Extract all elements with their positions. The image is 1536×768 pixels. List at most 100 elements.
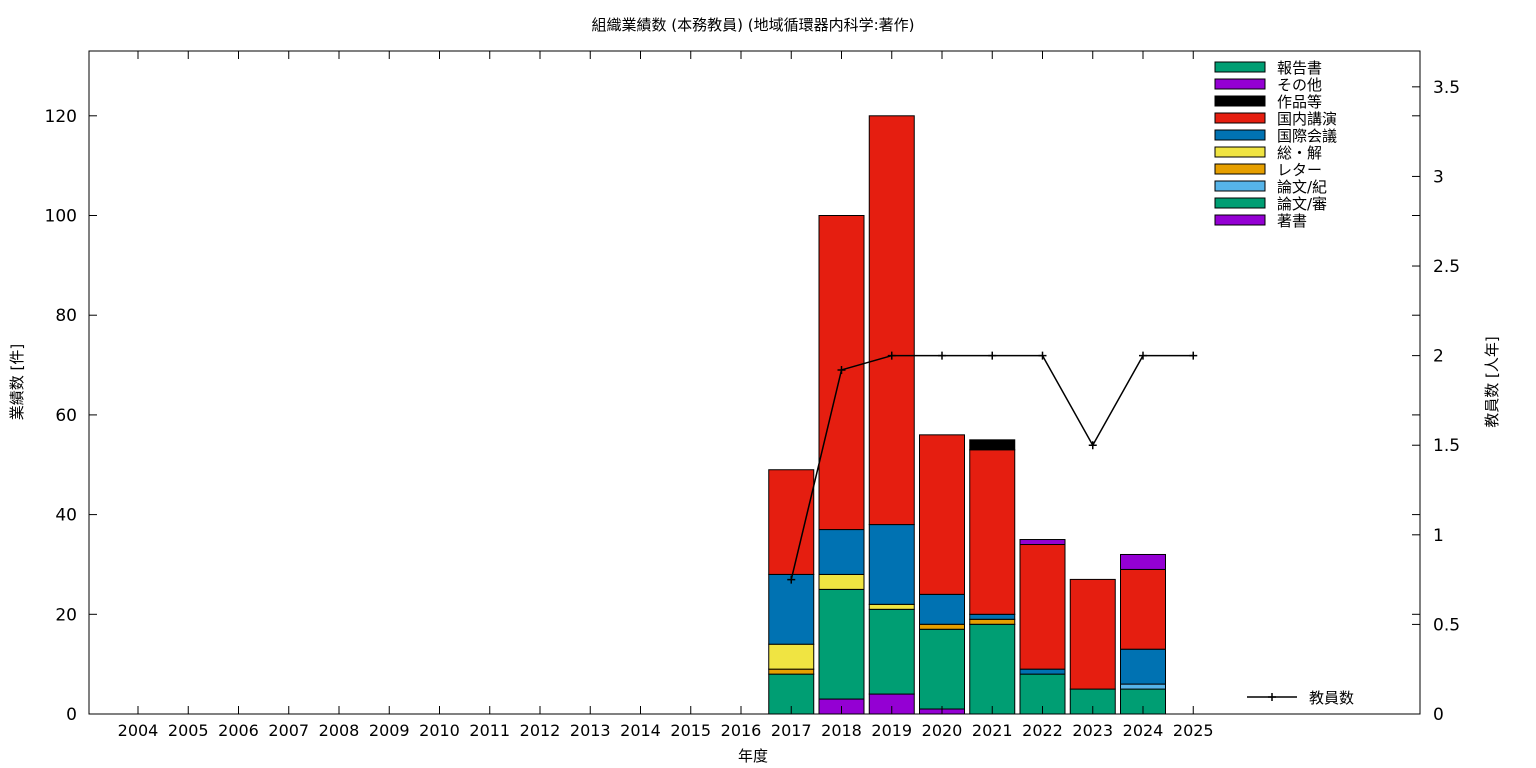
y2-tick-label: 3	[1433, 167, 1444, 187]
legend-swatch	[1214, 146, 1266, 158]
bar-segment-2018-5	[818, 529, 865, 575]
x-tick-label: 2011	[469, 721, 510, 740]
bar-segment-2024-2	[1120, 683, 1166, 690]
x-tick-label: 2008	[319, 721, 360, 740]
x-tick-label: 2013	[570, 721, 611, 740]
bar-segment-2018-1	[818, 588, 865, 700]
legend-label: 論文/審	[1277, 195, 1327, 213]
bar-segment-2024-8	[1120, 553, 1166, 570]
legend-swatch	[1214, 129, 1266, 141]
bar-segment-2020-1	[919, 628, 965, 710]
x-tick-label: 2005	[168, 721, 209, 740]
x-tick-label: 2007	[268, 721, 309, 740]
x-tick-label: 2016	[721, 721, 762, 740]
axes-layer: 0 20 40 60 80 100 120 0 0.5 1 1.5 2 2.5 3 3.5 2004 2005 2…	[45, 51, 1460, 740]
legend-label: 著書	[1277, 212, 1307, 230]
faculty-point	[837, 365, 846, 374]
bar-segment-2021-1	[969, 623, 1016, 715]
legend-swatch	[1214, 78, 1266, 90]
faculty-point	[988, 351, 997, 360]
faculty-point	[938, 351, 946, 360]
legend-swatch	[1214, 180, 1266, 192]
bar-segment-2017-6	[768, 469, 815, 575]
bar-segment-2024-6	[1120, 568, 1166, 650]
x-tick-label: 2019	[871, 721, 912, 740]
legend-line-marker	[1268, 693, 1276, 701]
x-tick-label: 2022	[1022, 721, 1063, 740]
legend-label: 作品等	[1277, 93, 1322, 111]
legend-label: 論文/紀	[1277, 178, 1327, 196]
x-tick-label: 2017	[771, 721, 812, 740]
faculty-point	[1139, 351, 1147, 360]
bar-segment-2020-5	[919, 593, 965, 625]
y-tick-label: 40	[55, 506, 77, 526]
x-tick-label: 2021	[972, 721, 1013, 740]
bar-segment-2019-5	[868, 524, 915, 605]
y2-tick-label: 1.5	[1433, 436, 1460, 456]
legend-label: レター	[1277, 161, 1322, 179]
y-tick-label: 120	[45, 107, 77, 127]
bar-segment-2017-5	[768, 573, 815, 645]
bar-segment-2018-4	[818, 573, 865, 590]
bar-segment-2020-6	[919, 434, 965, 595]
legend-label: 報告書	[1277, 59, 1322, 77]
bar-segment-2019-6	[868, 115, 915, 526]
bar-segment-2022-5	[1019, 668, 1066, 675]
y-tick-label: 100	[45, 207, 77, 227]
legend-swatch	[1214, 112, 1266, 124]
faculty-point	[1189, 351, 1198, 360]
y-tick-label: 80	[55, 306, 77, 326]
faculty-point	[1038, 351, 1047, 360]
y2-tick-label: 3.5	[1433, 78, 1460, 98]
bar-segment-2019-1	[868, 608, 915, 695]
faculty-line-layer	[787, 351, 1198, 584]
x-tick-label: 2018	[821, 721, 862, 740]
legend-swatch	[1214, 61, 1266, 73]
bar-segment-2024-5	[1120, 648, 1166, 685]
x-axis-label: 年度	[738, 747, 768, 765]
y-tick-label: 60	[55, 406, 77, 426]
plot-frame	[88, 50, 1421, 715]
y-tick-label: 20	[55, 605, 77, 625]
x-tick-label: 2015	[670, 721, 711, 740]
bar-segment-2017-3	[768, 668, 815, 675]
x-tick-label: 2020	[922, 721, 963, 740]
bar-segment-2022-6	[1019, 544, 1066, 670]
legend-label: 国際会議	[1277, 127, 1337, 145]
bar-segment-2022-8	[1019, 539, 1066, 546]
bar-segment-2021-6	[969, 449, 1016, 615]
chart-title: 組織業績数 (本務教員) (地域循環器内科学:著作)	[591, 16, 914, 34]
x-tick-label: 2006	[218, 721, 259, 740]
y2-tick-label: 0.5	[1433, 615, 1460, 635]
bar-segment-2020-3	[919, 623, 965, 630]
y-axis-label: 業績数 [件]	[8, 344, 26, 420]
x-tick-label: 2024	[1123, 721, 1164, 740]
legend-swatch	[1214, 163, 1266, 175]
legend-label: その他	[1277, 76, 1322, 94]
bar-segment-2021-3	[969, 618, 1016, 625]
bar-segment-2021-7	[969, 439, 1016, 451]
faculty-point	[1088, 441, 1097, 450]
legend-label: 国内講演	[1277, 110, 1337, 128]
bar-segment-2019-4	[868, 603, 915, 610]
y2-axis-label: 教員数 [人年]	[1483, 336, 1501, 427]
y2-tick-label: 1	[1433, 526, 1444, 546]
legend-label: 総・解	[1277, 144, 1322, 162]
bar-segment-2017-4	[768, 643, 815, 670]
x-tick-label: 2009	[369, 721, 410, 740]
bars-layer	[768, 115, 1166, 715]
x-tick-label: 2014	[620, 721, 661, 740]
legend-swatch	[1214, 95, 1266, 107]
y-tick-label: 0	[66, 705, 77, 725]
y2-tick-label: 2	[1433, 347, 1444, 367]
faculty-point	[787, 575, 796, 584]
x-tick-label: 2010	[419, 721, 460, 740]
x-tick-label: 2004	[118, 721, 159, 740]
x-tick-label: 2012	[520, 721, 561, 740]
y2-tick-label: 2.5	[1433, 257, 1460, 277]
bar-segment-2023-6	[1069, 578, 1116, 690]
bar-segment-2021-5	[969, 613, 1016, 620]
x-tick-label: 2025	[1173, 721, 1214, 740]
